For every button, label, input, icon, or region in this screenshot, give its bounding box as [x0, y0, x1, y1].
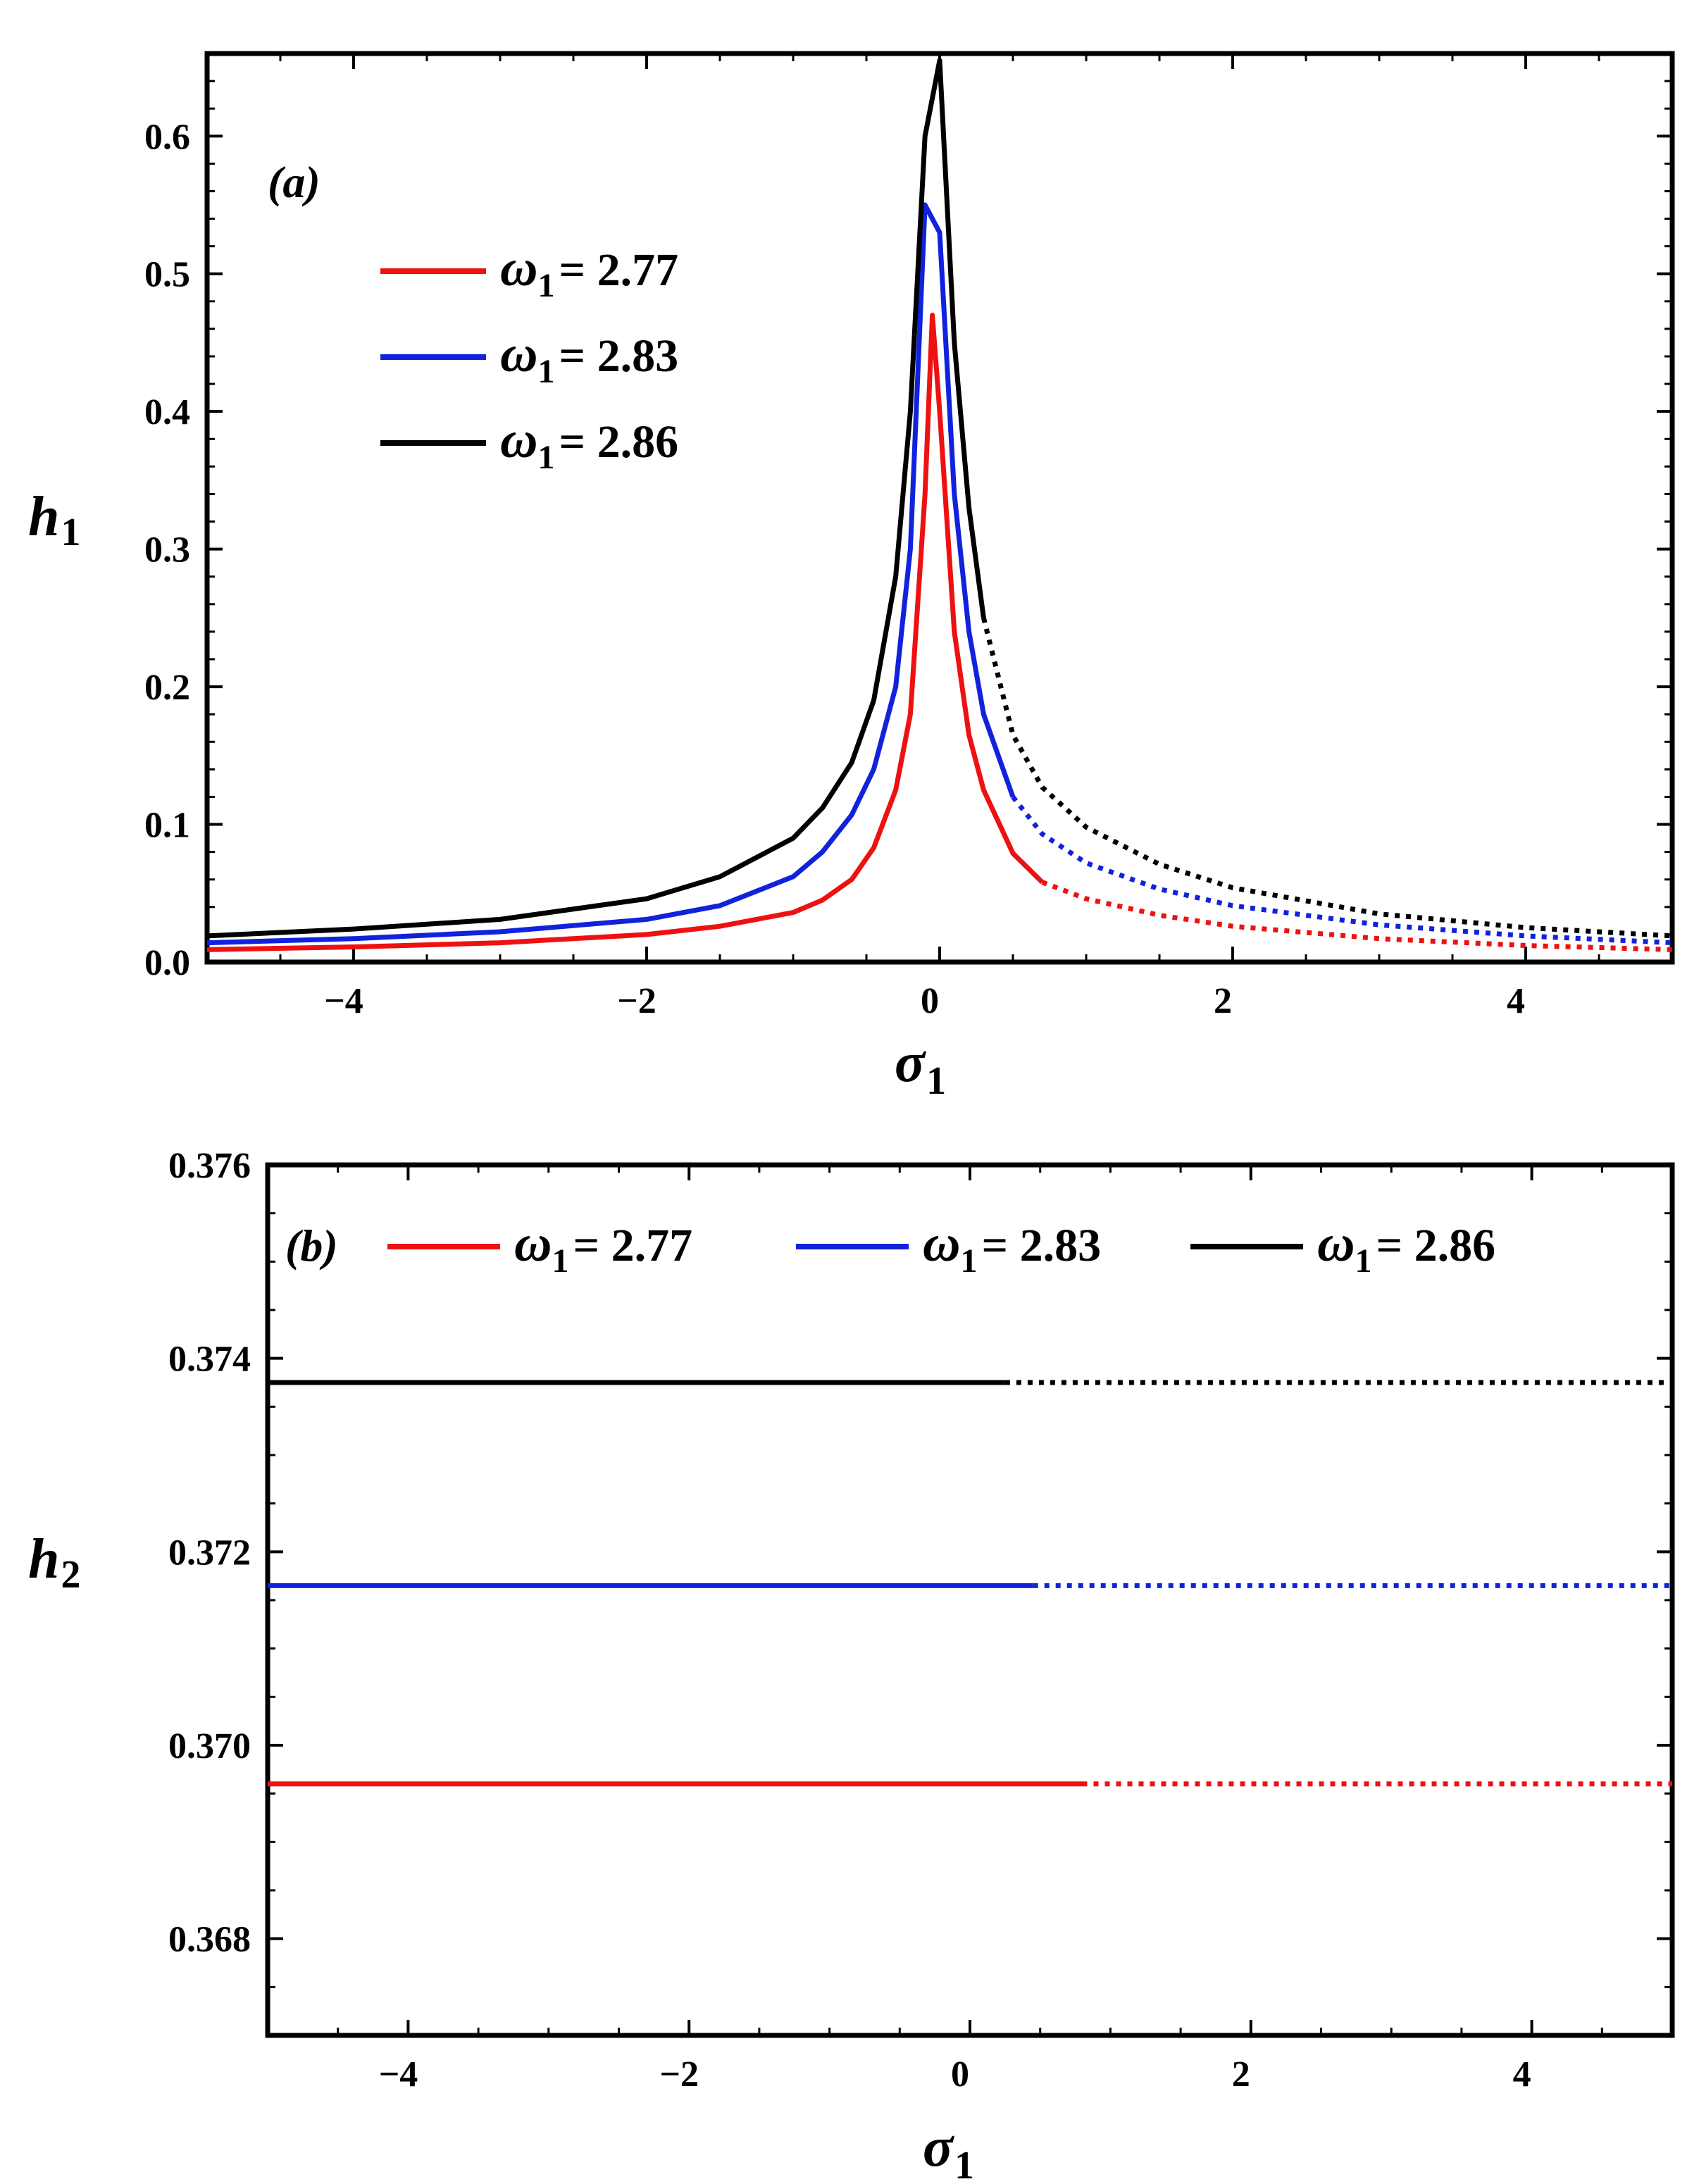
series-line-stable	[207, 58, 986, 939]
series-line-unstable	[1011, 795, 1672, 946]
y-axis-label-main: h	[28, 1528, 60, 1590]
y-tick-label: 0.374	[168, 1340, 251, 1380]
y-tick-label: 0.370	[168, 1726, 251, 1766]
y-axis-label-main: h	[28, 486, 60, 548]
x-axis-label-main: σ	[895, 1032, 926, 1094]
legend-value: = 2.86	[1376, 1220, 1496, 1271]
legend-symbol: ω	[500, 325, 538, 383]
panel-tag-text: (a)	[268, 157, 320, 207]
x-axis-label-sub: 1	[954, 2144, 974, 2180]
series-line-unstable	[1041, 880, 1672, 952]
legend-label: ω1= 2.77	[500, 239, 678, 304]
y-tick-label: 0.0	[144, 943, 190, 983]
x-tick-label: 0	[921, 981, 939, 1021]
legend-subscript: 1	[538, 353, 555, 390]
y-tick-label: 0.372	[168, 1533, 251, 1573]
x-tick-label: 4	[1507, 981, 1525, 1021]
y-axis-label-sub: 1	[61, 511, 81, 554]
legend-subscript: 1	[961, 1242, 978, 1280]
x-tick-label: 2	[1232, 2054, 1250, 2095]
x-tick-label: −4	[324, 981, 363, 1021]
x-tick-label: 2	[1214, 981, 1232, 1021]
legend-symbol: ω	[923, 1215, 961, 1273]
x-axis-label-main: σ	[923, 2116, 954, 2178]
legend-label: ω1= 2.83	[923, 1215, 1101, 1280]
panel-tag: (a)	[268, 157, 320, 207]
x-tick-label: −2	[659, 2054, 699, 2095]
legend-label: ω1= 2.83	[500, 325, 678, 390]
plot-frame	[265, 1162, 1675, 2038]
series-line-stable	[207, 202, 1016, 946]
panel-tag-text: (b)	[285, 1221, 338, 1271]
x-tick-label: −2	[617, 981, 656, 1021]
legend-subscript: 1	[538, 439, 555, 476]
y-tick-label: 0.3	[144, 530, 190, 570]
legend-value: = 2.86	[559, 416, 679, 468]
y-tick-label: 0.4	[144, 392, 190, 432]
y-tick-label: 0.6	[144, 117, 190, 157]
y-tick-label: 0.5	[144, 255, 190, 295]
y-axis-label: h2	[28, 1528, 81, 1597]
legend-value: = 2.83	[559, 330, 679, 382]
legend-symbol: ω	[1317, 1215, 1355, 1273]
y-tick-label: 0.2	[144, 668, 190, 708]
y-tick-label: 0.368	[168, 1920, 251, 1960]
legend-subscript: 1	[1355, 1242, 1372, 1280]
series-line-stable	[207, 312, 1045, 952]
x-axis-label: σ1	[923, 2116, 974, 2180]
y-tick-label: 0.1	[144, 806, 190, 846]
legend-subscript: 1	[538, 267, 555, 304]
plot-frame	[204, 51, 1675, 965]
plot-area	[268, 1380, 1672, 1787]
x-axis-label: σ1	[895, 1032, 946, 1103]
panel-tag: (b)	[285, 1221, 338, 1271]
x-tick-label: 0	[951, 2054, 969, 2095]
legend-label: ω1= 2.86	[500, 411, 678, 476]
legend-subscript: 1	[552, 1242, 569, 1280]
legend-symbol: ω	[500, 411, 538, 469]
y-tick-label: 0.376	[168, 1146, 251, 1186]
plot-area	[207, 58, 1672, 952]
y-axis-label: h1	[28, 486, 81, 554]
legend-symbol: ω	[514, 1215, 552, 1273]
x-axis-label-sub: 1	[926, 1059, 946, 1103]
legend-value: = 2.77	[573, 1220, 693, 1271]
y-axis-label-sub: 2	[61, 1553, 81, 1597]
legend-symbol: ω	[500, 239, 538, 297]
legend-label: ω1= 2.86	[1317, 1215, 1495, 1280]
legend-value: = 2.77	[559, 244, 679, 296]
x-tick-label: 4	[1513, 2054, 1531, 2095]
legend-label: ω1= 2.77	[514, 1215, 692, 1280]
panel-a: −4 −2 0 2 40.00.10.20.30.40.50.6(a)ω1= 2.77ω…	[28, 51, 1675, 1103]
series-line-unstable	[981, 617, 1672, 939]
legend-value: = 2.83	[982, 1220, 1102, 1271]
x-tick-label: −4	[379, 2054, 418, 2095]
